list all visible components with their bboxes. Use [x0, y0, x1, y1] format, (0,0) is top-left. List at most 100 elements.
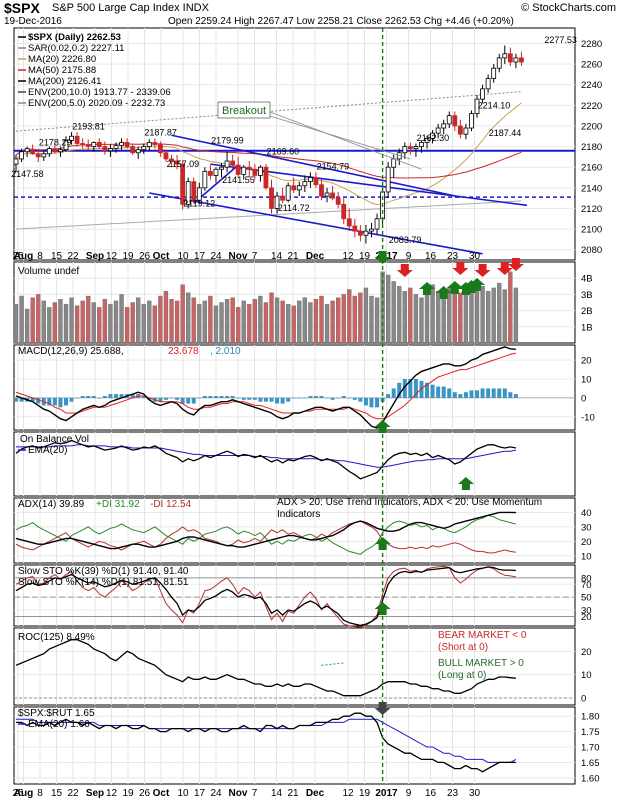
macd-histogram-bar — [297, 397, 302, 399]
x-tick-label: Sep — [86, 788, 104, 799]
x-tick-label: 15 — [51, 788, 63, 799]
volume-bar — [508, 271, 513, 344]
volume-bar — [141, 303, 146, 344]
volume-bar — [430, 284, 435, 344]
legend-entry: MA(200) 2126.41 — [28, 76, 101, 87]
macd-histogram-bar — [491, 388, 496, 398]
volume-bar — [13, 303, 19, 344]
x-tick-label: 19 — [359, 788, 371, 799]
panel-title: ADX(14) 39.89 — [18, 499, 85, 510]
candle-body — [363, 230, 369, 236]
up-arrow-marker — [374, 420, 391, 433]
y-tick-label: 30 — [581, 605, 592, 616]
up-arrow-marker — [446, 281, 463, 294]
macd-histogram-bar — [347, 397, 352, 399]
volume-bar — [513, 287, 519, 344]
x-tick-label: 26 — [139, 251, 151, 262]
adx-note: ADX > 20: Use Trend Indicators, ADX < 20… — [277, 497, 542, 508]
volume-bar — [186, 292, 191, 344]
macd-histogram-bar — [402, 379, 407, 398]
x-tick-label: Dec — [306, 788, 325, 799]
macd-histogram-bar — [63, 397, 68, 406]
legend-entry: MA(50) 2175.88 — [28, 65, 96, 76]
down-arrow-marker — [374, 251, 391, 264]
macd-histogram-bar — [413, 379, 418, 398]
panel-frame — [13, 706, 576, 785]
panel-title: Volume undef — [18, 266, 79, 277]
candle-body — [457, 125, 463, 135]
price-label: 2119.12 — [183, 198, 215, 208]
panel-frame — [13, 564, 576, 627]
volume-bar — [397, 286, 402, 344]
panel-title: +DI 31.92 — [96, 499, 140, 510]
macd-histogram-bar — [69, 397, 74, 402]
candle-body — [313, 177, 319, 186]
volume-bar — [97, 307, 102, 344]
volume-bar — [124, 307, 130, 344]
x-tick-label: 19 — [122, 788, 134, 799]
macd-histogram-bar — [363, 397, 368, 406]
y-tick-label: 2260 — [581, 60, 602, 71]
macd-histogram-bar — [419, 380, 424, 398]
macd-histogram-bar — [119, 394, 124, 398]
panel-title: On Balance Vol — [20, 434, 89, 445]
candle-body — [507, 53, 513, 63]
macd-histogram-bar — [369, 397, 374, 408]
candle-body — [424, 137, 430, 143]
volume-bar — [197, 303, 202, 344]
y-tick-label: 2B — [581, 306, 593, 317]
y-tick-label: 30 — [581, 522, 592, 533]
volume-bar — [435, 291, 441, 344]
x-tick-label: Nov — [229, 251, 248, 262]
y-tick-label: 1.60 — [581, 773, 600, 784]
candle-body — [519, 57, 524, 63]
macd-histogram-bar — [308, 396, 313, 398]
macd-histogram-bar — [80, 396, 85, 398]
price-label: 2277.53 — [544, 35, 577, 45]
candle-body — [219, 166, 224, 170]
macd-histogram-bar — [163, 397, 168, 400]
volume-bar — [369, 295, 374, 344]
price-label: 2214.10 — [478, 100, 511, 110]
sto14-line — [15, 565, 516, 628]
bear-market-note: BEAR MARKET < 0 — [438, 630, 527, 641]
x-tick-label: 26 — [139, 788, 151, 799]
volume-bar — [74, 305, 80, 344]
candle-body — [191, 181, 197, 201]
volume-bar — [258, 295, 263, 344]
macd-histogram-bar — [375, 397, 380, 408]
volume-bar — [469, 284, 474, 344]
macd-histogram-bar — [86, 396, 91, 398]
macd-histogram-bar — [30, 397, 35, 402]
candle-body — [307, 177, 313, 183]
x-tick-label: 8 — [37, 251, 43, 262]
legend-entry: MA(20) 2226.80 — [28, 54, 96, 65]
price-label: 2193.81 — [72, 121, 105, 131]
candle-body — [285, 185, 291, 201]
candle-body — [474, 98, 480, 114]
y-tick-label: 10 — [581, 670, 592, 681]
macd-histogram-bar — [213, 396, 218, 398]
macd-histogram-bar — [280, 397, 285, 404]
x-tick-label: 19 — [359, 251, 371, 262]
volume-bar — [441, 295, 446, 344]
y-tick-label: -10 — [581, 412, 595, 423]
candle-body — [246, 166, 252, 170]
macd-histogram-bar — [325, 397, 330, 399]
candle-body — [357, 230, 363, 236]
panel-frame — [13, 431, 576, 497]
candle-body — [374, 218, 380, 230]
x-tick-label: 30 — [469, 251, 481, 262]
volume-bar — [224, 299, 230, 344]
volume-bar — [52, 302, 58, 344]
adx-note: Indicators — [277, 509, 320, 520]
x-tick-label: 12 — [106, 251, 118, 262]
candle-body — [330, 192, 336, 199]
x-tick-label: 30 — [469, 788, 481, 799]
y-tick-label: 3B — [581, 290, 593, 301]
macd-histogram-bar — [330, 397, 335, 400]
candle-body — [430, 132, 435, 139]
volume-bar — [24, 308, 30, 344]
y-tick-label: 20 — [581, 356, 592, 367]
macd-histogram-bar — [352, 397, 357, 400]
